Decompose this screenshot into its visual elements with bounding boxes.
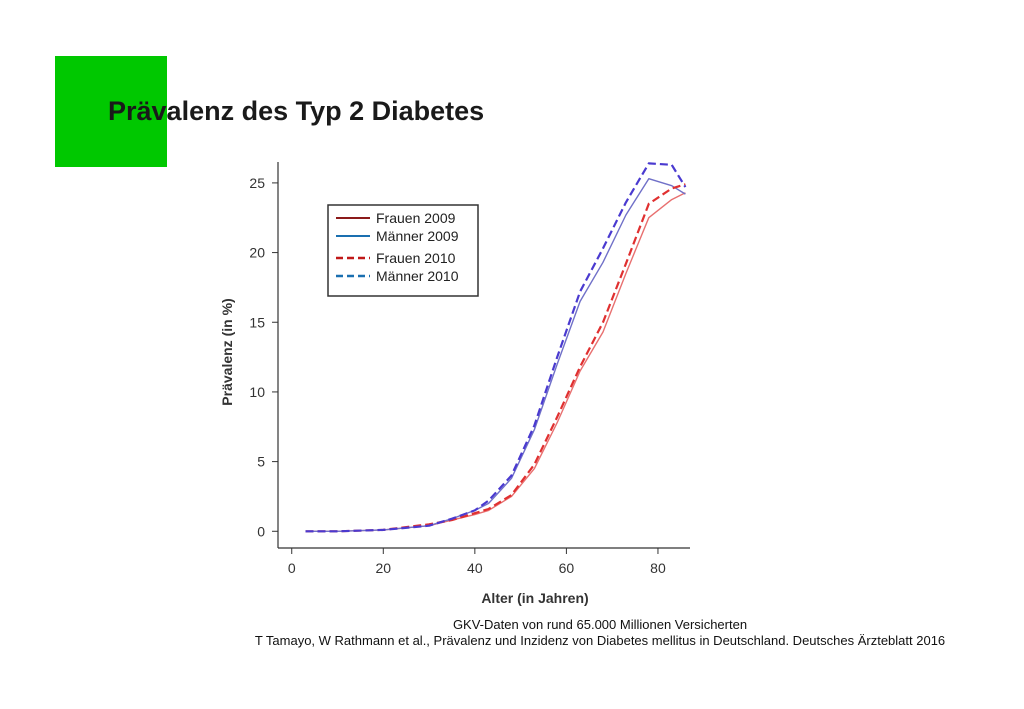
accent-block [55,56,167,167]
y-axis-label: Prävalenz (in %) [219,298,235,405]
chart-ticks: 0 5 10 15 20 25 0 20 40 60 80 [249,175,666,576]
x-tick-label: 20 [375,560,391,576]
y-tick-label: 20 [249,245,265,261]
y-tick-label: 15 [249,314,265,330]
y-tick-label: 5 [257,454,265,470]
x-axis-label: Alter (in Jahren) [481,590,588,606]
legend-label: Frauen 2009 [376,210,456,226]
x-tick-label: 60 [559,560,575,576]
legend-label: Männer 2010 [376,268,459,284]
y-tick-label: 10 [249,384,265,400]
legend-label: Frauen 2010 [376,250,456,266]
source-caption: GKV-Daten von rund 65.000 Millionen Vers… [452,617,748,632]
chart-axes [277,162,690,549]
legend-box [327,204,479,297]
y-tick-label: 25 [249,175,265,191]
chart-series [305,162,687,533]
citation-caption: T Tamayo, W Rathmann et al., Prävalenz u… [254,633,946,648]
x-tick-label: 0 [288,560,296,576]
y-tick-label: 0 [257,523,265,539]
slide-title: Prävalenz des Typ 2 Diabetes [108,96,485,126]
chart-legend: Frauen 2009 Männer 2009 Frauen 2010 Männer … [327,204,479,297]
legend-label: Männer 2009 [376,228,459,244]
x-tick-label: 40 [467,560,483,576]
x-tick-label: 80 [650,560,666,576]
series-line [305,162,687,533]
